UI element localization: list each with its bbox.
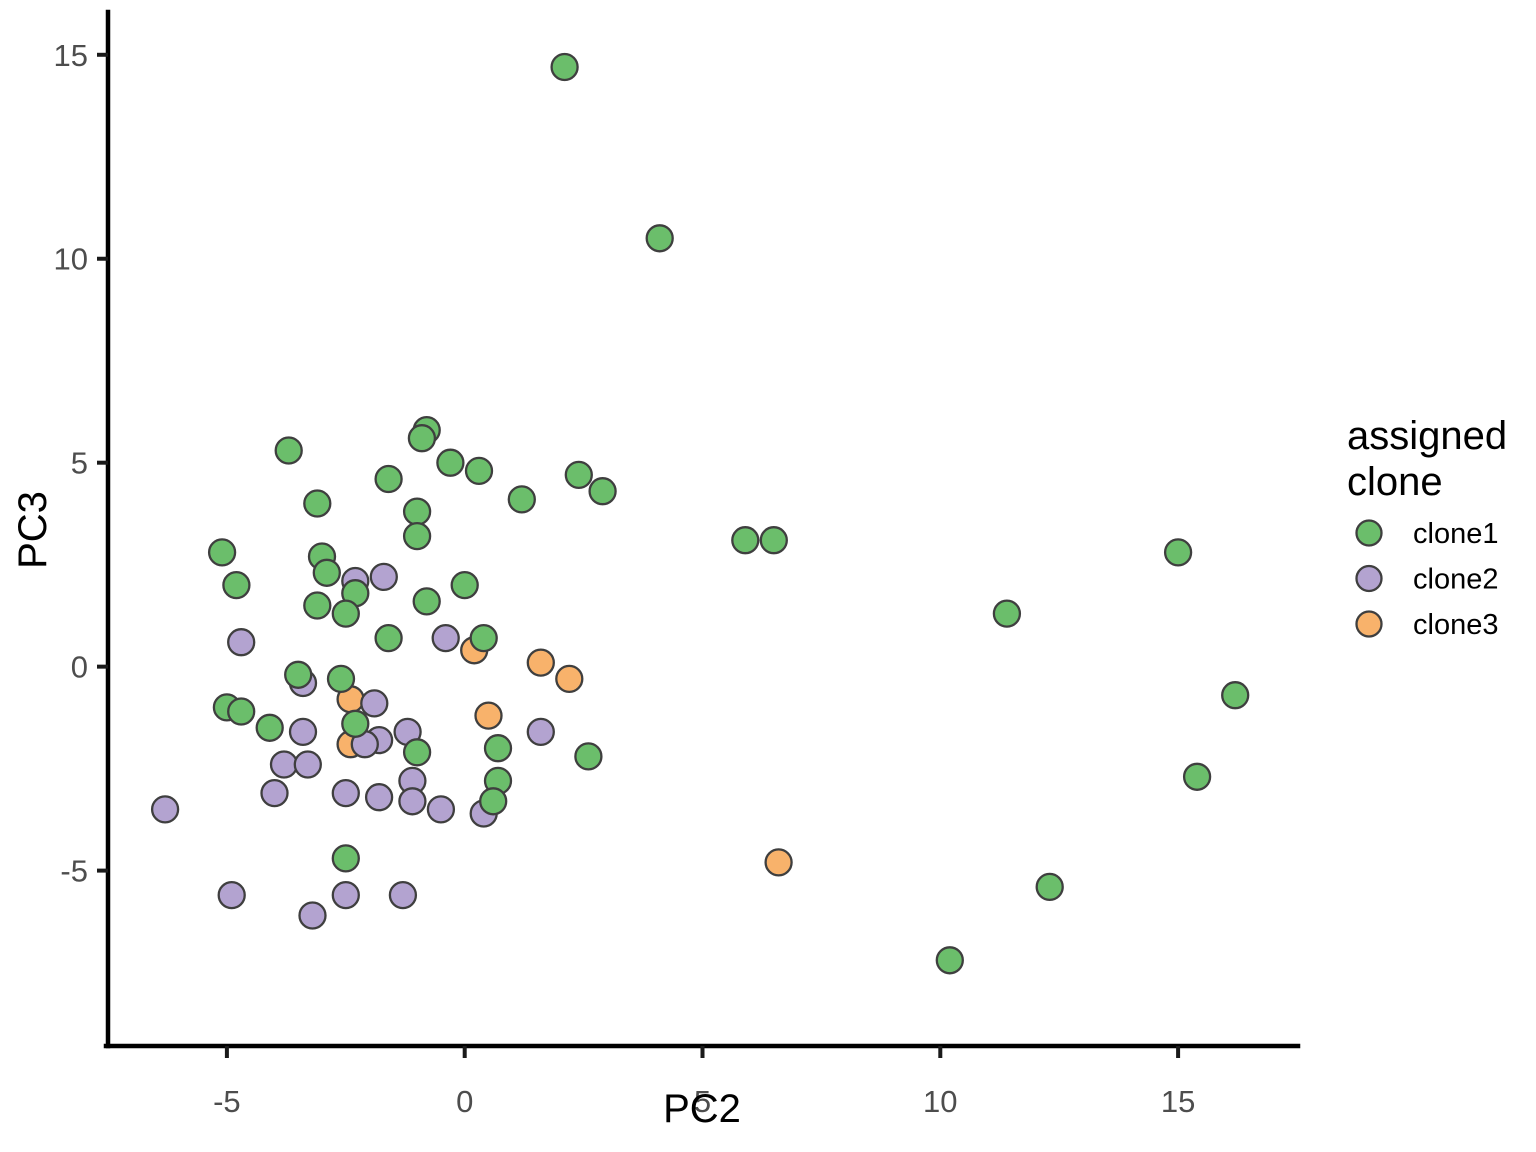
data-point-clone1 <box>341 709 370 738</box>
y-axis-ticks: -5 0 5 10 15 <box>54 38 108 889</box>
data-point-clone3 <box>526 648 555 677</box>
data-point-clone2 <box>298 901 327 930</box>
data-point-clone1 <box>331 599 360 628</box>
data-point-clone2 <box>364 783 394 812</box>
data-point-clone2 <box>426 795 456 824</box>
data-point-clone1 <box>550 52 579 82</box>
data-point-clone2 <box>227 628 256 657</box>
x-axis-title: PC2 <box>663 1087 741 1131</box>
data-point-clone2 <box>150 795 180 824</box>
data-point-clone1 <box>483 734 513 763</box>
data-point-clone2 <box>388 880 418 910</box>
legend-swatch-clone2 <box>1355 564 1383 593</box>
data-point-clone1 <box>222 570 251 600</box>
data-point-clone3 <box>555 664 584 694</box>
data-point-clone1 <box>303 489 332 518</box>
legend-title-line1: assigned <box>1347 414 1507 458</box>
data-point-clone1 <box>759 526 788 555</box>
data-point-clone3 <box>474 701 503 730</box>
data-point-clone1 <box>436 448 465 477</box>
data-point-clone1 <box>588 477 617 506</box>
data-point-clone2 <box>293 750 322 779</box>
data-point-clone1 <box>227 697 256 726</box>
data-point-clone1 <box>402 521 432 551</box>
data-point-clone1 <box>255 713 284 742</box>
x-tick-label: 15 <box>1161 1084 1195 1119</box>
data-point-clone1 <box>574 742 603 771</box>
data-point-clone1 <box>507 485 536 514</box>
legend-title-line2: clone <box>1347 460 1443 504</box>
data-point-clone1 <box>464 456 494 486</box>
legend-label-clone3: clone3 <box>1413 609 1498 641</box>
data-point-clone2 <box>217 880 246 910</box>
data-point-clone1 <box>1163 538 1193 567</box>
data-point-clone2 <box>369 562 398 592</box>
data-point-clone2 <box>269 750 299 779</box>
data-point-clone1 <box>207 538 237 567</box>
data-point-clone1 <box>1221 681 1250 710</box>
legend-swatch-clone1 <box>1355 519 1383 547</box>
plot-panel: -5 0 5 10 15 -5 0 5 10 15 <box>54 9 1301 1119</box>
data-point-clone1 <box>564 460 593 490</box>
legend-label-clone1: clone1 <box>1413 518 1498 550</box>
data-point-clone1 <box>312 558 341 587</box>
x-tick-label: 5 <box>694 1084 711 1119</box>
y-axis-title: PC3 <box>11 491 55 569</box>
data-point-clone2 <box>360 689 389 718</box>
y-tick-label: 0 <box>71 650 88 685</box>
data-point-clone1 <box>479 787 508 816</box>
x-tick-label: 10 <box>923 1084 957 1119</box>
data-point-clone1 <box>402 738 432 767</box>
points-layer <box>150 52 1250 975</box>
data-point-clone2 <box>398 787 427 816</box>
legend-label-clone2: clone2 <box>1413 564 1498 596</box>
legend-swatch-clone3 <box>1355 610 1383 638</box>
data-point-clone1 <box>374 464 403 494</box>
data-point-clone2 <box>331 778 360 808</box>
data-point-clone1 <box>469 623 498 653</box>
data-point-clone1 <box>303 591 332 620</box>
data-point-clone2 <box>288 717 318 747</box>
data-point-clone2 <box>526 717 555 747</box>
data-point-clone2 <box>431 623 460 653</box>
data-point-clone1 <box>412 587 441 616</box>
data-point-clone1 <box>326 664 356 694</box>
y-tick-label: 15 <box>54 38 88 73</box>
data-point-clone1 <box>331 844 360 873</box>
data-point-clone1 <box>274 436 303 465</box>
data-point-clone1 <box>374 623 403 653</box>
data-point-clone1 <box>402 497 432 526</box>
y-tick-label: -5 <box>60 854 88 889</box>
legend: assigned clone clone1 clone2 clone3 <box>1347 414 1507 641</box>
data-point-clone1 <box>731 526 760 555</box>
data-point-clone1 <box>992 599 1022 628</box>
data-point-clone1 <box>935 946 964 975</box>
data-point-clone1 <box>1182 762 1212 791</box>
data-point-clone2 <box>331 880 360 910</box>
y-tick-label: 10 <box>54 242 88 277</box>
x-tick-label: 0 <box>456 1084 473 1119</box>
data-point-clone1 <box>1035 872 1064 902</box>
data-point-clone3 <box>764 848 793 877</box>
data-point-clone1 <box>407 424 437 453</box>
x-tick-label: -5 <box>213 1084 241 1119</box>
data-point-clone2 <box>260 778 289 808</box>
x-axis-ticks: -5 0 5 10 15 <box>213 1046 1195 1119</box>
data-point-clone1 <box>645 224 674 253</box>
data-point-clone1 <box>284 660 313 689</box>
legend-items: clone1 clone2 clone3 <box>1355 518 1498 641</box>
data-point-clone1 <box>450 570 479 600</box>
y-tick-label: 5 <box>71 446 88 481</box>
